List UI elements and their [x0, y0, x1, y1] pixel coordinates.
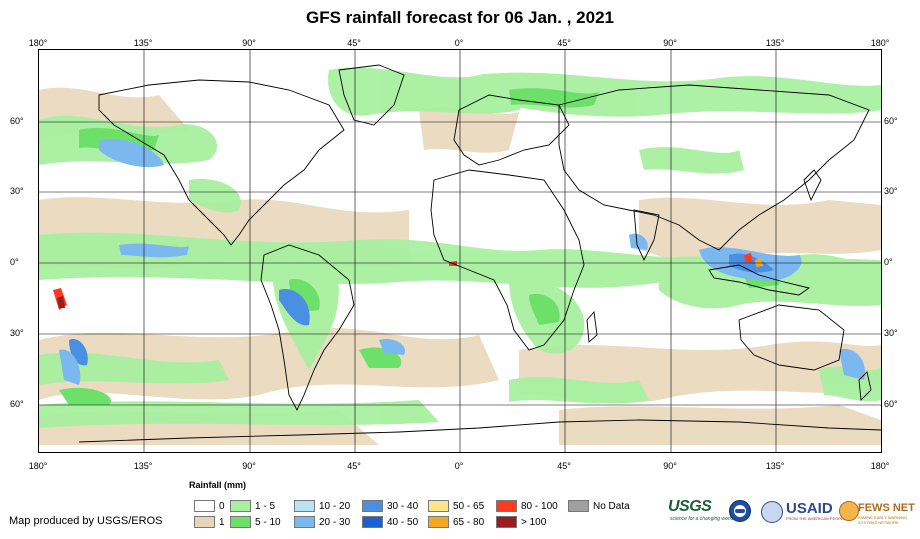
legend-label: 5 - 10: [255, 516, 281, 528]
legend-swatch: [428, 516, 449, 528]
legend-label: 50 - 65: [453, 500, 485, 512]
lat-label-right: 30°: [884, 186, 898, 196]
lon-label-bottom: 180°: [870, 461, 890, 471]
legend-swatch: [294, 500, 315, 512]
fews-logo: FEWS NET: [858, 502, 915, 514]
lat-label-right: 30°: [884, 328, 898, 338]
noaa-logo-icon: [729, 500, 751, 522]
lon-label-top: 135°: [133, 38, 153, 48]
legend-item: 30 - 40: [362, 500, 418, 512]
legend-item: 10 - 20: [294, 500, 350, 512]
lon-label-bottom: 135°: [133, 461, 153, 471]
lon-label-top: 90°: [242, 38, 256, 48]
coastlines: [78, 64, 881, 443]
legend-swatch: [568, 500, 589, 512]
lat-label-left: 60°: [10, 399, 24, 409]
usaid-logo: USAID: [786, 500, 833, 517]
lon-label-bottom: 180°: [28, 461, 48, 471]
lon-label-top: 180°: [870, 38, 890, 48]
legend-swatch: [428, 500, 449, 512]
lon-label-top: 90°: [663, 38, 677, 48]
legend-item: 1: [194, 516, 225, 528]
legend-item: 50 - 65: [428, 500, 484, 512]
legend-item: > 100: [496, 516, 546, 528]
map-canvas: [39, 50, 881, 452]
legend-label: > 100: [521, 516, 547, 528]
legend-swatch: [362, 516, 383, 528]
fews-seal-icon: [839, 501, 859, 521]
legend-title: Rainfall (mm): [189, 480, 247, 490]
legend-item: 0: [194, 500, 225, 512]
legend-swatch: [362, 500, 383, 512]
lat-label-left: 30°: [10, 186, 24, 196]
lon-label-top: 45°: [347, 38, 361, 48]
rainfall-map: [38, 49, 882, 453]
lon-label-top: 180°: [28, 38, 48, 48]
legend-swatch: [230, 500, 251, 512]
lat-label-left: 0°: [10, 257, 19, 267]
legend-label: 20 - 30: [319, 516, 351, 528]
lon-label-bottom: 45°: [347, 461, 361, 471]
fews-tagline: FAMINE EARLY WARNING SYSTEMS NETWORK: [858, 515, 908, 525]
lat-label-right: 0°: [884, 257, 893, 267]
lon-label-bottom: 0°: [454, 461, 464, 471]
lon-label-bottom: 90°: [242, 461, 256, 471]
legend-swatch: [230, 516, 251, 528]
lon-label-bottom: 90°: [663, 461, 677, 471]
legend-item: 20 - 30: [294, 516, 350, 528]
legend-swatch: [194, 500, 215, 512]
lat-label-left: 30°: [10, 328, 24, 338]
map-title: GFS rainfall forecast for 06 Jan. , 2021: [305, 8, 615, 27]
legend-label: 30 - 40: [387, 500, 419, 512]
graticule: [39, 50, 881, 452]
lat-label-left: 60°: [10, 116, 24, 126]
lat-label-right: 60°: [884, 116, 898, 126]
usaid-seal-icon: [761, 501, 783, 523]
usgs-logo: USGS: [668, 498, 712, 515]
legend-item: No Data: [568, 500, 630, 512]
legend-label: 65 - 80: [453, 516, 485, 528]
legend-label: 1 - 5: [255, 500, 276, 512]
legend-label: 10 - 20: [319, 500, 351, 512]
usaid-tagline: FROM THE AMERICAN PEOPLE: [786, 516, 846, 521]
lon-label-top: 135°: [765, 38, 785, 48]
lon-label-bottom: 45°: [557, 461, 571, 471]
legend-label: No Data: [593, 500, 630, 512]
legend-label: 1: [219, 516, 225, 528]
legend-label: 80 - 100: [521, 500, 558, 512]
legend-swatch: [496, 500, 517, 512]
rainfall-heavy-areas: [53, 253, 763, 310]
legend-item: 5 - 10: [230, 516, 281, 528]
credit-text: Map produced by USGS/EROS: [9, 515, 163, 527]
lon-label-top: 45°: [557, 38, 571, 48]
legend-item: 65 - 80: [428, 516, 484, 528]
legend-item: 40 - 50: [362, 516, 418, 528]
legend-swatch: [496, 516, 517, 528]
lat-label-right: 60°: [884, 399, 898, 409]
legend-item: 80 - 100: [496, 500, 558, 512]
usgs-tagline: science for a changing world: [670, 516, 734, 522]
legend-label: 0: [219, 500, 225, 512]
lon-label-bottom: 135°: [765, 461, 785, 471]
legend-label: 40 - 50: [387, 516, 419, 528]
legend-swatch: [194, 516, 215, 528]
legend-swatch: [294, 516, 315, 528]
lon-label-top: 0°: [454, 38, 464, 48]
legend-item: 1 - 5: [230, 500, 275, 512]
